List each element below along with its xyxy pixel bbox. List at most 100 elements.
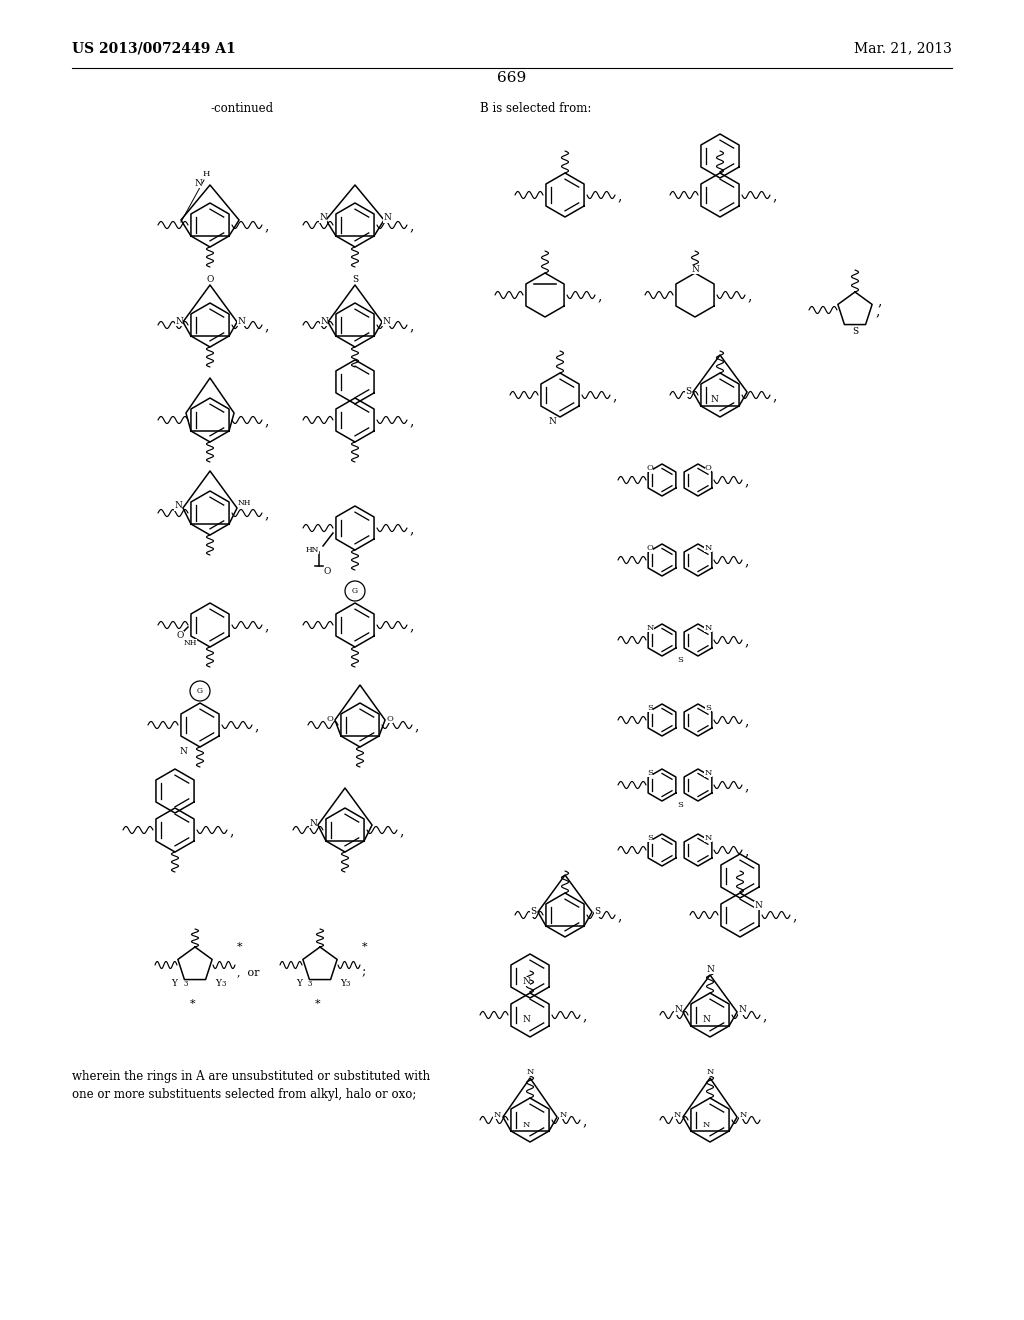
Text: ,: ,: [792, 909, 797, 923]
Text: ,: ,: [229, 824, 233, 838]
Text: ,: ,: [264, 319, 268, 333]
Text: S: S: [685, 388, 691, 396]
Text: N: N: [702, 1015, 710, 1024]
Text: 3: 3: [183, 979, 187, 987]
Text: N: N: [383, 214, 391, 223]
Text: 3: 3: [346, 979, 350, 987]
Text: S: S: [677, 801, 683, 809]
Text: N: N: [522, 977, 530, 986]
Text: wherein the rings in A are unsubstituted or substituted with
one or more substit: wherein the rings in A are unsubstituted…: [72, 1071, 430, 1101]
Text: H: H: [203, 170, 210, 178]
Text: O: O: [176, 631, 183, 639]
Text: ,: ,: [409, 521, 414, 536]
Text: O: O: [646, 544, 653, 552]
Text: HN: HN: [305, 546, 319, 554]
Text: ,: ,: [617, 189, 622, 203]
Text: ,: ,: [877, 294, 882, 308]
Text: Mar. 21, 2013: Mar. 21, 2013: [854, 41, 952, 55]
Text: N: N: [494, 1111, 501, 1119]
Text: ,: ,: [582, 1008, 587, 1023]
Text: ,: ,: [772, 389, 776, 403]
Text: N: N: [174, 502, 182, 511]
Text: N: N: [522, 1121, 529, 1129]
Text: ,: ,: [409, 414, 414, 428]
Text: ,: ,: [744, 779, 749, 793]
Text: ,: ,: [746, 289, 752, 304]
Text: Y: Y: [171, 978, 177, 987]
Text: N: N: [321, 317, 328, 326]
Text: N: N: [195, 178, 202, 187]
Text: *: *: [315, 999, 321, 1008]
Text: ,: ,: [612, 389, 616, 403]
Text: N: N: [526, 1068, 534, 1076]
Text: N: N: [707, 965, 714, 974]
Text: ,: ,: [744, 474, 749, 488]
Text: N: N: [710, 396, 718, 404]
Text: S: S: [852, 327, 858, 337]
Text: S: S: [647, 834, 653, 842]
Text: N: N: [179, 747, 187, 755]
Text: ,: ,: [409, 619, 414, 634]
Text: ,: ,: [582, 1114, 587, 1129]
Text: NH: NH: [238, 499, 251, 507]
Text: ;: ;: [362, 965, 367, 978]
Text: ,: ,: [772, 189, 776, 203]
Text: N: N: [754, 900, 762, 909]
Text: S: S: [647, 770, 653, 777]
Text: ,: ,: [264, 414, 268, 428]
Text: O: O: [327, 715, 334, 723]
Text: US 2013/0072449 A1: US 2013/0072449 A1: [72, 41, 236, 55]
Text: ,: ,: [744, 714, 749, 729]
Text: Y: Y: [215, 978, 221, 987]
Text: *: *: [237, 942, 243, 952]
Text: ,: ,: [874, 304, 880, 318]
Text: N: N: [382, 317, 390, 326]
Text: N: N: [705, 624, 712, 632]
Text: ,: ,: [744, 843, 749, 858]
Text: N: N: [691, 264, 699, 273]
Text: O: O: [206, 275, 214, 284]
Text: ,: ,: [264, 619, 268, 634]
Text: ,: ,: [762, 1008, 766, 1023]
Text: N: N: [646, 624, 653, 632]
Text: ,: ,: [617, 909, 622, 923]
Text: *: *: [190, 999, 196, 1008]
Text: ,: ,: [409, 319, 414, 333]
Text: N: N: [707, 1068, 714, 1076]
Text: ,: ,: [414, 719, 419, 733]
Text: Y: Y: [296, 978, 302, 987]
Text: O: O: [705, 465, 712, 473]
Text: S: S: [647, 704, 653, 711]
Text: N: N: [238, 317, 245, 326]
Text: N: N: [522, 1015, 530, 1024]
Text: N: N: [705, 770, 712, 777]
Text: N: N: [559, 1111, 566, 1119]
Text: 669: 669: [498, 71, 526, 84]
Text: S: S: [529, 908, 536, 916]
Text: ,: ,: [254, 719, 258, 733]
Text: N: N: [309, 818, 316, 828]
Text: N: N: [175, 317, 183, 326]
Text: G: G: [197, 686, 203, 696]
Text: O: O: [323, 568, 331, 577]
Text: B is selected from:: B is selected from:: [480, 102, 592, 115]
Text: S: S: [594, 908, 600, 916]
Text: O: O: [646, 465, 653, 473]
Text: N: N: [319, 214, 327, 223]
Text: 3: 3: [308, 979, 312, 987]
Text: N: N: [738, 1006, 746, 1015]
Text: N: N: [674, 1006, 682, 1015]
Text: ,: ,: [399, 824, 403, 838]
Text: *: *: [362, 942, 368, 952]
Text: N: N: [705, 834, 712, 842]
Text: N: N: [705, 544, 712, 552]
Text: ,: ,: [264, 219, 268, 234]
Text: NH: NH: [183, 639, 197, 647]
Text: G: G: [352, 587, 358, 595]
Text: N: N: [673, 1111, 681, 1119]
Text: Y: Y: [340, 978, 346, 987]
Text: N: N: [702, 1121, 710, 1129]
Text: -continued: -continued: [211, 102, 273, 115]
Text: N: N: [548, 417, 556, 426]
Text: ,: ,: [264, 507, 268, 521]
